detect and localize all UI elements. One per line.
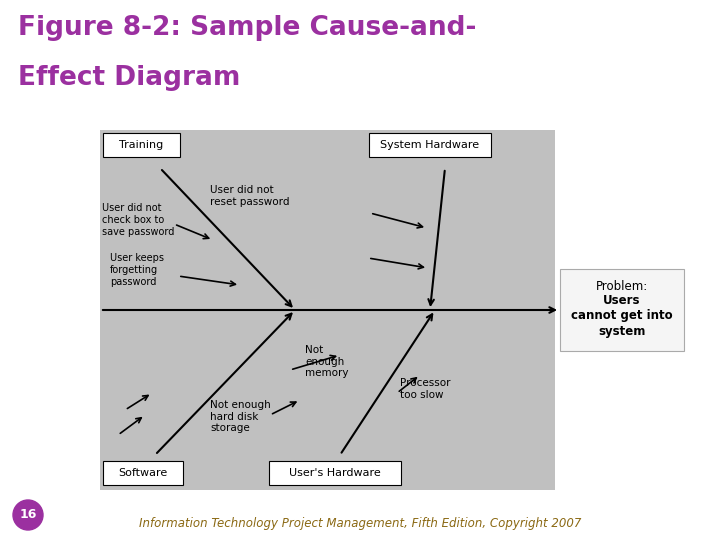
Text: Information Technology Project Management, Fifth Edition, Copyright 2007: Information Technology Project Managemen…: [139, 517, 581, 530]
FancyBboxPatch shape: [269, 461, 401, 485]
Text: Not enough
hard disk
storage: Not enough hard disk storage: [210, 400, 271, 433]
Text: Not
enough
memory: Not enough memory: [305, 345, 348, 378]
Text: Software: Software: [118, 468, 168, 478]
FancyBboxPatch shape: [103, 133, 180, 157]
Circle shape: [13, 500, 43, 530]
FancyBboxPatch shape: [560, 269, 684, 351]
FancyBboxPatch shape: [369, 133, 491, 157]
Bar: [100, 130, 555, 490]
FancyBboxPatch shape: [103, 461, 183, 485]
Text: 16: 16: [19, 509, 37, 522]
Text: Figure 8-2: Sample Cause-and-: Figure 8-2: Sample Cause-and-: [18, 15, 477, 41]
Text: Effect Diagram: Effect Diagram: [18, 65, 240, 91]
Text: User did not
reset password: User did not reset password: [210, 185, 289, 207]
Text: Users
cannot get into
system: Users cannot get into system: [571, 294, 672, 339]
Text: Processor
too slow: Processor too slow: [400, 378, 451, 400]
Text: User keeps
forgetting
password: User keeps forgetting password: [110, 253, 164, 287]
Text: Training: Training: [119, 140, 163, 150]
Text: User did not
check box to
save password: User did not check box to save password: [102, 204, 174, 237]
Text: User's Hardware: User's Hardware: [289, 468, 381, 478]
Text: Problem:: Problem:: [596, 280, 648, 293]
Text: System Hardware: System Hardware: [380, 140, 480, 150]
